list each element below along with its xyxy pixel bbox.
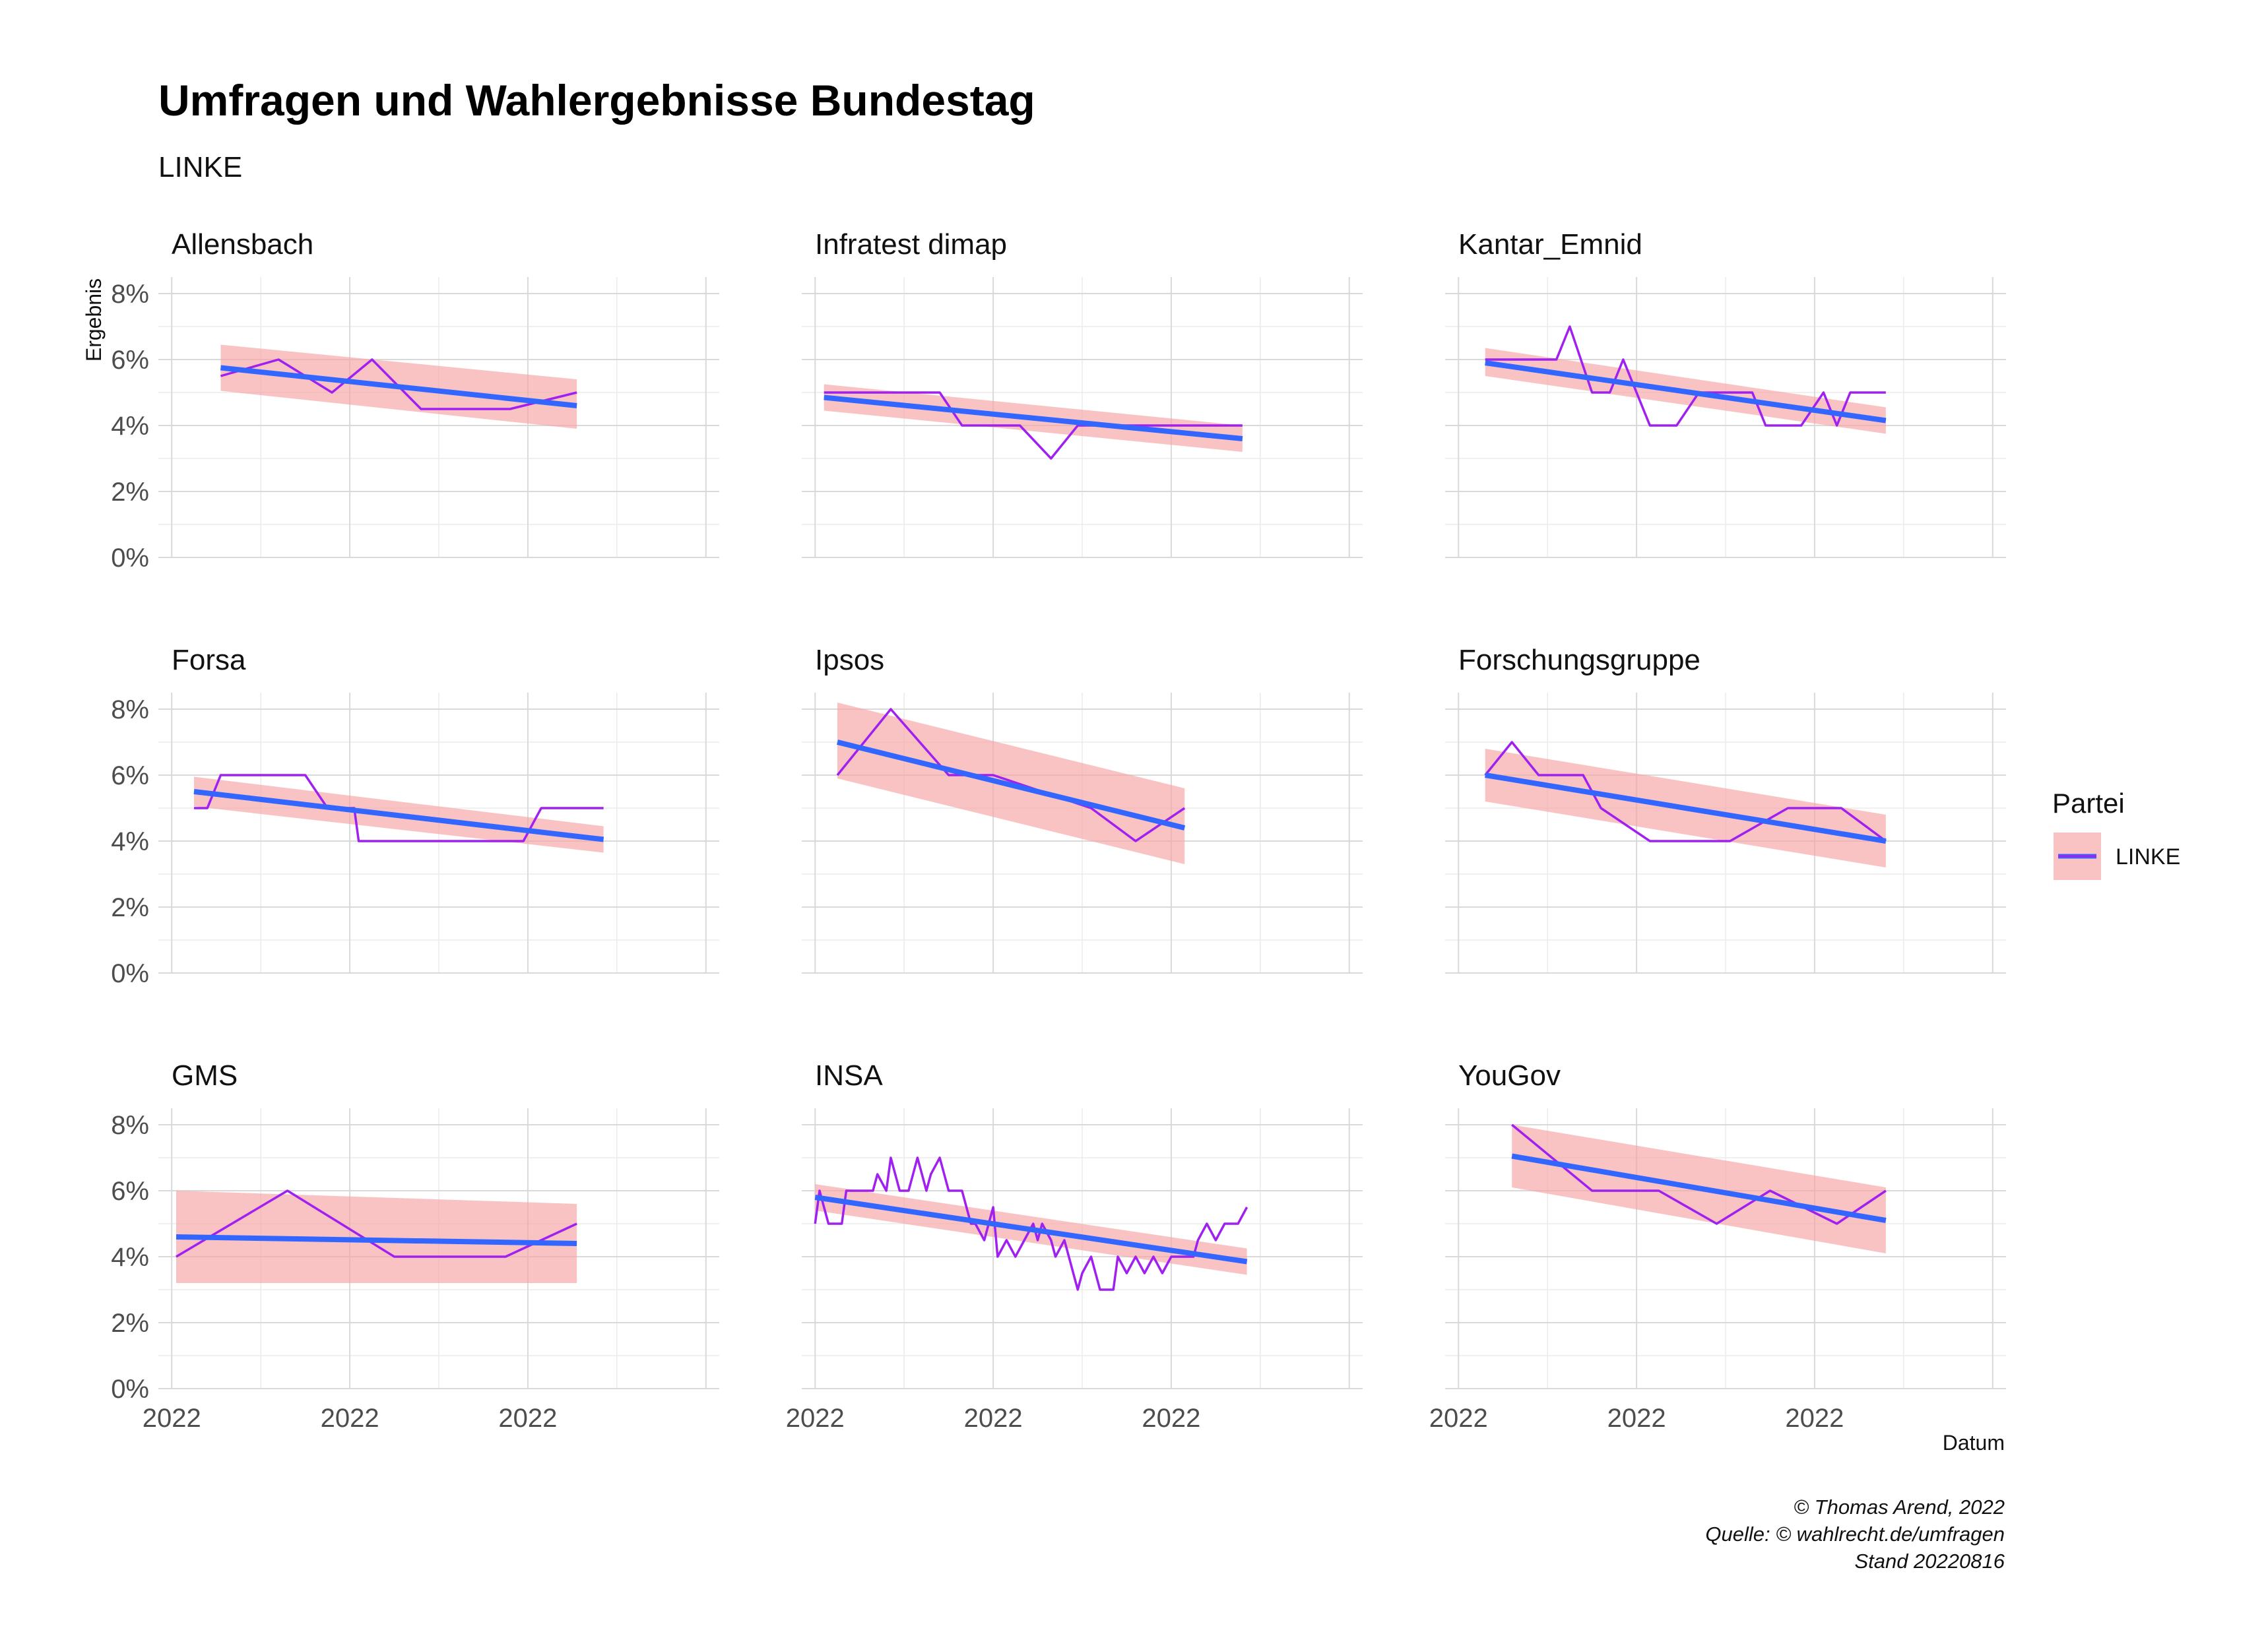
x-tick-label: 2022 [1142, 1404, 1200, 1433]
trend-line [193, 789, 604, 842]
x-tick-label: 2022 [1607, 1404, 1666, 1433]
y-tick-label: 6% [111, 1177, 149, 1206]
y-tick-label: 2% [111, 478, 149, 507]
series-line-linke [824, 391, 1243, 460]
panel-infratest-dimap: Infratest dimap [802, 228, 1363, 558]
y-tick-label: 8% [111, 695, 149, 724]
y-tick-label: 0% [111, 1375, 149, 1404]
panel-title: Allensbach [172, 228, 313, 261]
trend-line [176, 1234, 577, 1246]
x-tick-label: 2022 [964, 1404, 1023, 1433]
series-line-linke [1485, 325, 1886, 427]
y-tick-label: 4% [111, 1243, 149, 1272]
trend-line [814, 1195, 1248, 1265]
x-tick-label: 2022 [786, 1404, 845, 1433]
trend-line [1485, 772, 1887, 844]
series-line-linke [1484, 741, 1887, 842]
y-tick-label: 6% [111, 761, 149, 790]
legend-label-linke: LINKE [2116, 844, 2180, 869]
x-axis-title: Datum [1943, 1431, 2005, 1455]
y-tick-label: 2% [111, 1309, 149, 1338]
y-tick-label: 6% [111, 346, 149, 375]
y-tick-label: 8% [111, 280, 149, 309]
chart-title: Umfragen und Wahlergebnisse Bundestag [158, 76, 1035, 125]
legend-title: Partei [2052, 788, 2125, 819]
chart-subtitle: LINKE [158, 151, 242, 183]
panel-title: Forsa [172, 644, 246, 676]
y-tick-label: 4% [111, 412, 149, 441]
trend-line [824, 394, 1243, 441]
series-line-linke [220, 358, 577, 410]
panel-ipsos: Ipsos [802, 644, 1363, 974]
y-axis-title: Ergebnis [82, 278, 106, 362]
x-tick-label: 2022 [143, 1404, 201, 1433]
panel-title: Ipsos [815, 644, 884, 676]
facet-panels: Allensbach 0% 2% 4% 6% 8% Infratest dimap Kanta… [111, 228, 2006, 1433]
confidence-ribbon [176, 1191, 577, 1283]
x-tick-label: 2022 [321, 1404, 379, 1433]
caption-line-2: Quelle: © wahlrecht.de/umfragen [1705, 1523, 2005, 1546]
x-tick-label: 2022 [1429, 1404, 1488, 1433]
panel-allensbach: Allensbach 0% 2% 4% 6% 8% [111, 228, 719, 573]
y-tick-label: 2% [111, 893, 149, 922]
panel-insa: INSA 2022 2022 2022 [786, 1059, 1363, 1433]
panel-gms: GMS 0% 2% 4% 6% 8% 2022 2022 2022 [111, 1059, 719, 1433]
legend: Partei LINKE [2052, 788, 2180, 880]
panel-title: YouGov [1458, 1059, 1561, 1092]
trend-line [1511, 1153, 1887, 1223]
caption-line-1: © Thomas Arend, 2022 [1794, 1495, 2005, 1519]
y-tick-label: 0% [111, 959, 149, 988]
y-tick-label: 8% [111, 1111, 149, 1140]
panel-title: GMS [172, 1059, 238, 1092]
trend-line [220, 365, 577, 408]
trend-line [837, 739, 1186, 831]
series-line-linke [176, 1189, 577, 1258]
caption: © Thomas Arend, 2022 Quelle: © wahlrecht… [1705, 1495, 2005, 1573]
series-line-linke [814, 1156, 1248, 1291]
panel-title: INSA [815, 1059, 883, 1092]
panel-kantar-emnid: Kantar_Emnid [1445, 228, 2006, 558]
panel-yougov: YouGov 2022 2022 2022 [1429, 1059, 2006, 1433]
x-tick-label: 2022 [498, 1404, 557, 1433]
y-tick-label: 4% [111, 827, 149, 856]
panel-title: Kantar_Emnid [1458, 228, 1642, 261]
series-line-linke [836, 708, 1186, 842]
y-tick-label: 0% [111, 544, 149, 573]
caption-line-3: Stand 20220816 [1854, 1550, 2005, 1573]
trend-line [1485, 360, 1887, 424]
series-line-linke [1511, 1123, 1887, 1225]
panel-forschungsgruppe: Forschungsgruppe [1445, 644, 2006, 974]
x-tick-label: 2022 [1785, 1404, 1844, 1433]
panel-title: Forschungsgruppe [1458, 644, 1701, 676]
panel-forsa: Forsa 0% 2% 4% 6% 8% [111, 644, 719, 988]
panel-title: Infratest dimap [815, 228, 1007, 261]
